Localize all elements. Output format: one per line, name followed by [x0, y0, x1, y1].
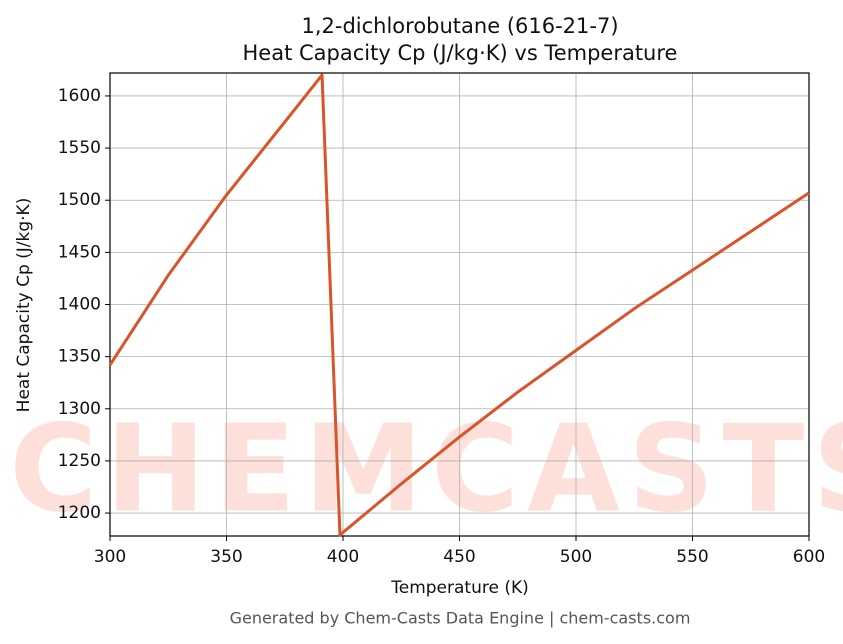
chart-title: 1,2-dichlorobutane (616-21-7) [301, 14, 618, 38]
x-tick-label: 300 [94, 547, 126, 567]
x-tick-label: 450 [443, 547, 475, 567]
data-line [108, 73, 810, 537]
y-tick-label: 1300 [58, 399, 101, 419]
watermark: CHEMCASTS [9, 401, 843, 540]
plot-frame [109, 72, 810, 537]
y-tick-label: 1500 [58, 190, 101, 210]
y-tick-label: 1250 [58, 451, 101, 471]
x-tick-label: 400 [327, 547, 359, 567]
x-tick-label: 600 [793, 547, 825, 567]
y-tick-label: 1200 [58, 503, 101, 523]
y-tick-label: 1400 [58, 295, 101, 315]
y-tick-label: 1350 [58, 347, 101, 367]
x-tick-label: 350 [210, 547, 242, 567]
x-tick-label: 500 [560, 547, 592, 567]
x-tick-label: 550 [676, 547, 708, 567]
y-axis-label: Heat Capacity Cp (J/kg·K) [14, 198, 34, 413]
y-tick-label: 1550 [58, 138, 101, 158]
x-axis-label: Temperature (K) [390, 578, 529, 598]
y-tick-label: 1600 [58, 86, 101, 106]
chart-subtitle: Heat Capacity Cp (J/kg·K) vs Temperature [243, 41, 678, 65]
footer: Generated by Chem-Casts Data Engine | ch… [230, 609, 691, 628]
y-tick-label: 1450 [58, 242, 101, 262]
